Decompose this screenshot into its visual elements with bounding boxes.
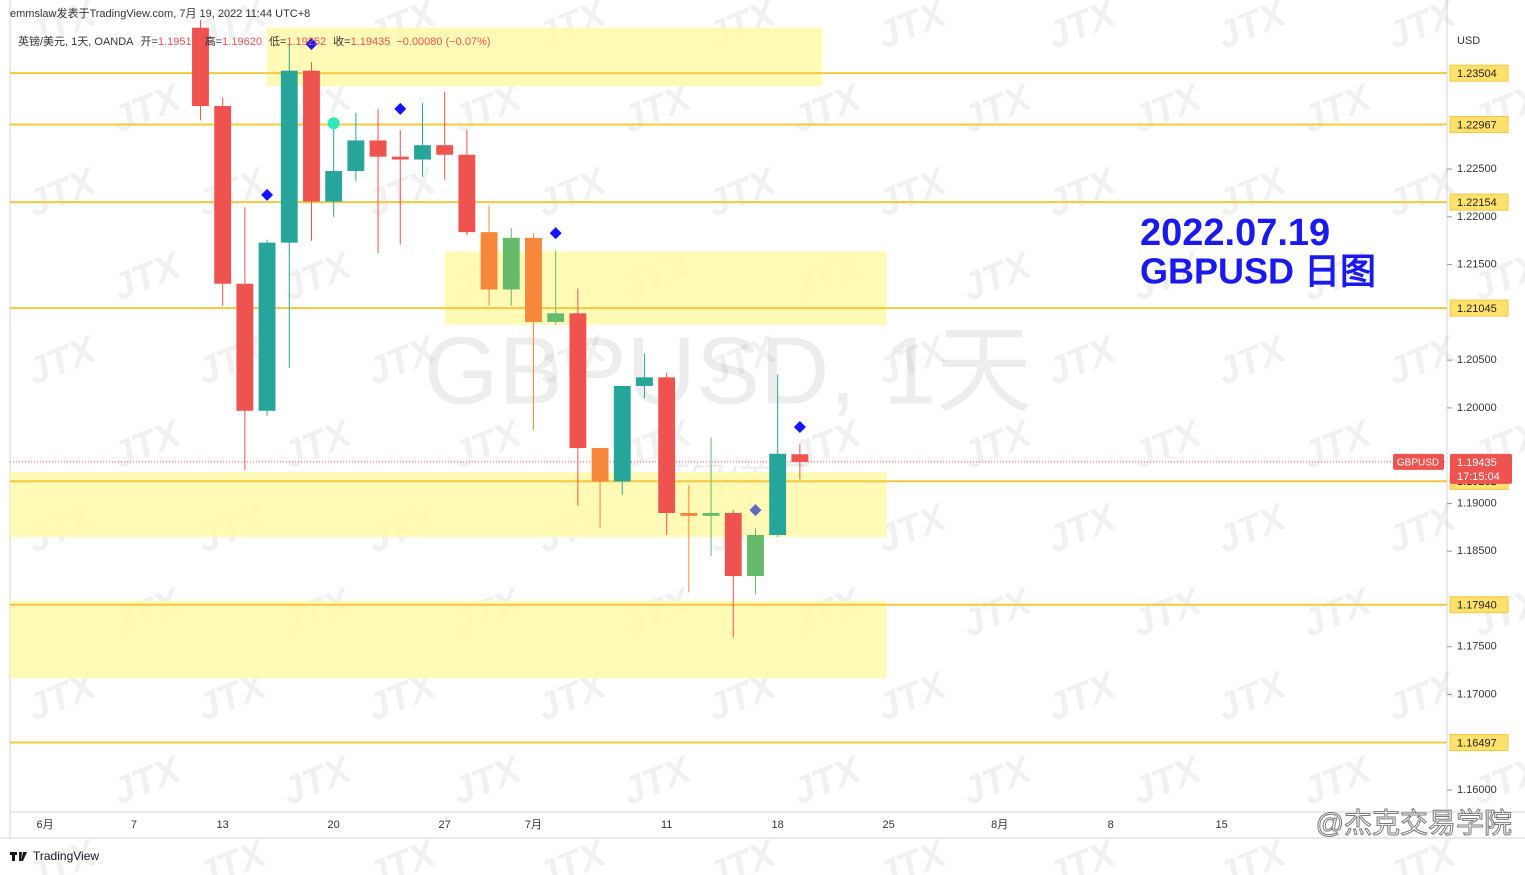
candle-body bbox=[547, 313, 565, 322]
ohlc-label: 开= bbox=[141, 36, 158, 48]
candle-body bbox=[591, 448, 609, 482]
candle-body bbox=[502, 237, 520, 290]
y-tick-label: 1.19000 bbox=[1457, 497, 1497, 509]
candle-body bbox=[414, 145, 431, 160]
x-tick-label: 15 bbox=[1216, 819, 1228, 831]
ohlc-label: 低= bbox=[269, 35, 286, 48]
y-tick-label: 1.22500 bbox=[1457, 163, 1497, 175]
x-tick-label: 8 bbox=[1108, 819, 1114, 831]
x-tick-label: 27 bbox=[439, 819, 451, 831]
marker bbox=[327, 117, 340, 130]
legend-line: 英镑/美元, 1天, OANDA 开=1.19515 高=1.19620 低=1.19… bbox=[18, 34, 491, 48]
x-tick-label: 18 bbox=[772, 819, 784, 831]
candle-body bbox=[391, 156, 409, 160]
zone bbox=[10, 600, 887, 679]
last-price-box bbox=[1450, 453, 1512, 484]
annotation: GBPUSD 日图 bbox=[1140, 251, 1376, 292]
y-tick-label: 1.17000 bbox=[1457, 688, 1497, 700]
change: −0.00080 (−0.07%) bbox=[396, 36, 490, 48]
level-label: 1.22154 bbox=[1457, 197, 1497, 209]
x-tick-label: 25 bbox=[883, 819, 895, 831]
y-tick-label: 1.16000 bbox=[1457, 784, 1497, 796]
candle-body bbox=[658, 377, 676, 513]
marker bbox=[261, 188, 274, 201]
ohlc-value: 1.19515 bbox=[158, 36, 198, 48]
symbol-watermark: GBPUSD, 1天 bbox=[424, 317, 1032, 424]
level-label: 1.17940 bbox=[1457, 600, 1497, 612]
x-tick-label: 8月 bbox=[991, 819, 1008, 831]
candle-body bbox=[192, 27, 209, 107]
zone bbox=[267, 27, 823, 86]
level-label: 1.21045 bbox=[1457, 303, 1497, 315]
symbol-line: 英镑/美元, 1天, OANDA bbox=[18, 34, 134, 48]
x-tick-label: 7 bbox=[131, 819, 137, 831]
last-price-label: 1.19435 bbox=[1457, 457, 1497, 469]
y-tick-label: 1.22000 bbox=[1457, 211, 1497, 223]
ohlc-value: 1.19620 bbox=[222, 36, 262, 48]
ohlc-label: 高= bbox=[205, 34, 222, 48]
candle-body bbox=[636, 377, 653, 386]
credit: @杰克交易学院 bbox=[1316, 807, 1512, 838]
candle-body bbox=[680, 512, 698, 516]
level-label: 1.22967 bbox=[1457, 119, 1497, 131]
ohlc-value: 1.19435 bbox=[351, 36, 391, 48]
level-label-box bbox=[1449, 596, 1509, 614]
y-tick-label: 1.20000 bbox=[1457, 402, 1497, 414]
level-label: 1.23504 bbox=[1457, 68, 1497, 80]
level-label-box bbox=[1449, 299, 1509, 317]
symbol-tag: GBPUSD bbox=[1397, 458, 1439, 469]
marker bbox=[749, 504, 762, 517]
marker bbox=[394, 102, 407, 115]
candle-body bbox=[747, 534, 764, 577]
ohlc-value: 1.19252 bbox=[286, 36, 326, 48]
marker bbox=[549, 227, 562, 240]
level-label-box bbox=[1449, 193, 1509, 211]
y-tick-label: 1.20500 bbox=[1457, 354, 1497, 366]
level-label-box bbox=[1449, 64, 1509, 82]
symbol-tag-box bbox=[1393, 453, 1444, 470]
currency-label: USD bbox=[1457, 35, 1480, 47]
y-tick-label: 1.18500 bbox=[1457, 545, 1497, 557]
marker bbox=[305, 37, 318, 50]
ohlc-label: 收= bbox=[333, 34, 350, 48]
candle-body bbox=[369, 140, 387, 157]
brand: TradingView bbox=[33, 849, 99, 863]
x-tick-label: 20 bbox=[328, 819, 340, 831]
candle-body bbox=[325, 170, 343, 202]
candle-body bbox=[791, 454, 809, 462]
candle-body bbox=[525, 237, 542, 322]
candle-body bbox=[569, 313, 587, 449]
y-tick-label: 1.21500 bbox=[1457, 259, 1497, 271]
candle-body bbox=[214, 106, 232, 284]
candle-body bbox=[436, 145, 454, 155]
candle-body bbox=[347, 140, 365, 171]
x-tick-label: 11 bbox=[661, 819, 672, 831]
candle-body bbox=[480, 232, 498, 290]
candle-body bbox=[769, 453, 787, 535]
brand-icon bbox=[10, 852, 27, 861]
candle-body bbox=[303, 70, 320, 202]
candle-body bbox=[280, 70, 298, 243]
candle-body bbox=[702, 512, 720, 516]
candle-body bbox=[724, 512, 742, 577]
level-label-box bbox=[1449, 734, 1509, 752]
candle-body bbox=[613, 385, 631, 482]
header: emmslaw发表于TradingView.com, 7月 19, 2022 1… bbox=[10, 6, 310, 20]
marker bbox=[793, 421, 806, 434]
level-label: 1.16497 bbox=[1457, 737, 1497, 749]
candle-body bbox=[258, 242, 276, 411]
annotation: 2022.07.19 bbox=[1140, 212, 1330, 254]
candle-body bbox=[458, 154, 476, 233]
y-tick-label: 1.17500 bbox=[1457, 641, 1497, 653]
level-label-box bbox=[1449, 115, 1509, 133]
x-tick-label: 13 bbox=[217, 819, 229, 831]
x-tick-label: 7月 bbox=[525, 819, 542, 831]
x-tick-label: 6月 bbox=[37, 819, 54, 831]
candle-body bbox=[236, 283, 254, 411]
countdown: 17:15:04 bbox=[1457, 471, 1500, 483]
